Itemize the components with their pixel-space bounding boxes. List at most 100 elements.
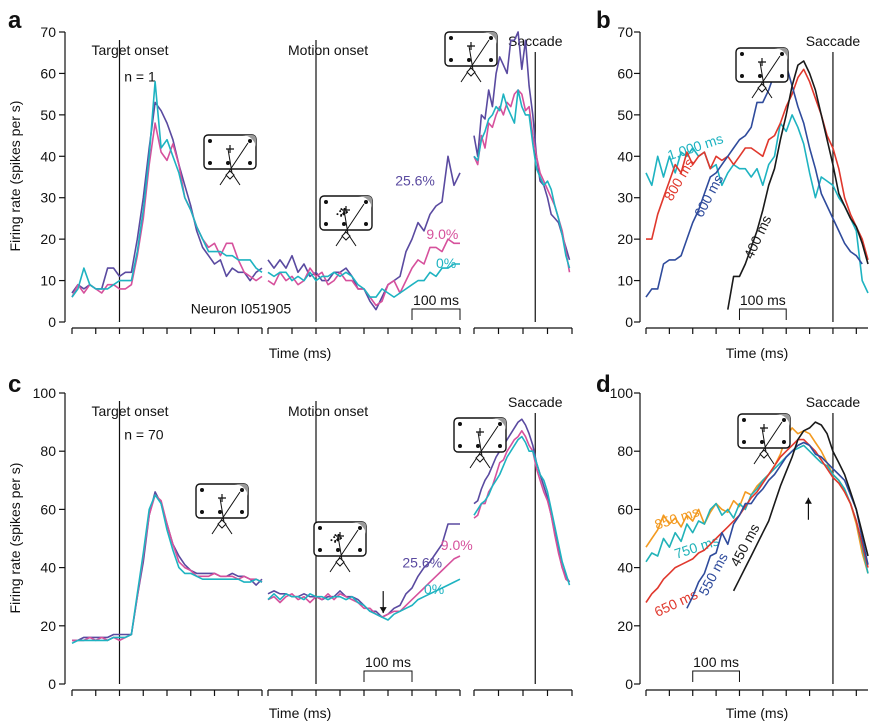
series-label: 0% (436, 255, 456, 271)
y-tick-label: 80 (40, 443, 56, 459)
event-label: Target onset (92, 403, 169, 419)
series-line (72, 494, 263, 642)
y-tick-label: 20 (40, 231, 56, 247)
event-label: Target onset (92, 42, 169, 58)
y-tick-label: 10 (40, 273, 56, 289)
series-line (71, 101, 263, 294)
series-line (473, 435, 571, 586)
motion-schematic-icon (319, 195, 373, 247)
y-tick-label: 70 (617, 24, 633, 40)
series-label: 850 ms (652, 503, 701, 532)
event-label: Saccade (806, 33, 861, 49)
y-tick-label: 0 (48, 676, 56, 692)
x-axis-label: Time (ms) (269, 705, 331, 721)
y-tick-label: 20 (617, 618, 633, 634)
panel-b: b 0 10 20 30 40 50 60 70 Time (ms) Saccade 100 ms 1,… (596, 7, 869, 361)
scale-bar (411, 308, 461, 320)
series-label: 25.6% (402, 555, 442, 571)
series-line (267, 578, 461, 621)
x-axis-label: Time (ms) (726, 345, 788, 361)
saccade-schematic-icon (453, 417, 507, 469)
series-line (473, 89, 571, 269)
series-label: 9.0% (441, 537, 473, 553)
saccade-schematic-icon (444, 31, 498, 83)
x-axis-label: Time (ms) (726, 705, 788, 721)
y-tick-label: 30 (40, 190, 56, 206)
series-line (645, 56, 863, 298)
series-line (645, 444, 869, 574)
series-line (71, 122, 263, 298)
motion-schematic-icon (313, 521, 367, 573)
y-tick-label: 20 (40, 618, 56, 634)
y-tick-label: 50 (40, 107, 56, 123)
scale-bar-label: 100 ms (740, 292, 786, 308)
y-tick-label: 30 (617, 190, 633, 206)
arrow (379, 591, 387, 614)
y-tick-label: 60 (40, 501, 56, 517)
series-label: 800 ms (660, 156, 697, 204)
panel-a: a 0 10 20 30 40 50 60 70 Firing rate (spikes per … (7, 7, 573, 361)
target-schematic-icon (203, 134, 257, 186)
y-axis-label: Firing rate (spikes per s) (7, 101, 23, 252)
series-label: 9.0% (426, 226, 458, 242)
series-label: 650 ms (652, 586, 700, 620)
y-tick-label: 60 (40, 65, 56, 81)
panel-label: a (8, 7, 22, 34)
y-tick-label: 80 (617, 443, 633, 459)
y-tick-label: 60 (617, 501, 633, 517)
scale-bar (738, 308, 787, 320)
series-label: 25.6% (395, 172, 435, 188)
scale-bar (363, 670, 413, 682)
y-tick-label: 10 (617, 273, 633, 289)
series-line (71, 80, 263, 298)
x-axis-label: Time (ms) (269, 345, 331, 361)
annotation: n = 1 (124, 69, 156, 85)
y-tick-label: 100 (33, 385, 57, 401)
target-schematic-icon (195, 483, 249, 535)
panel-d: d 0 20 40 60 80 100 Time (ms) Saccade 100 ms 850 m… (596, 371, 869, 721)
series-line (473, 31, 571, 261)
series-label: 600 ms (691, 172, 727, 220)
series-label: 400 ms (741, 213, 775, 261)
series-line (473, 430, 571, 583)
annotation: Neuron I051905 (191, 301, 292, 317)
event-label: Motion onset (288, 403, 368, 419)
y-tick-label: 40 (617, 560, 633, 576)
series-line (686, 441, 869, 609)
y-tick-label: 40 (40, 148, 56, 164)
y-tick-label: 20 (617, 231, 633, 247)
y-tick-label: 0 (625, 314, 633, 330)
event-label: Motion onset (288, 42, 368, 58)
panel-label: b (596, 7, 611, 34)
panel-label: c (8, 371, 21, 398)
y-tick-label: 70 (40, 24, 56, 40)
series-line (473, 89, 571, 273)
scale-bar (692, 670, 740, 682)
series-line (645, 114, 869, 294)
panel-c: c 0 20 40 60 80 100 Firing rate (spikes per s) T… (7, 371, 573, 721)
series-line (727, 60, 869, 310)
saccade-schematic-icon (735, 47, 789, 99)
panel-label: d (596, 371, 611, 398)
series-line (645, 438, 869, 603)
y-tick-label: 100 (610, 385, 634, 401)
scale-bar-label: 100 ms (693, 654, 739, 670)
series-line (267, 555, 461, 618)
y-tick-label: 0 (48, 314, 56, 330)
annotation: n = 70 (124, 427, 164, 443)
series-label: 550 ms (695, 550, 731, 598)
series-label: 0% (424, 581, 444, 597)
series-label: 1,000 ms (665, 130, 725, 163)
series-line (267, 263, 460, 298)
series-line (732, 421, 869, 592)
scale-bar-label: 100 ms (413, 292, 459, 308)
series-line (646, 68, 869, 261)
y-tick-label: 0 (625, 676, 633, 692)
arrow (804, 497, 812, 520)
event-label: Saccade (806, 394, 861, 410)
y-tick-label: 40 (40, 560, 56, 576)
event-label: Saccade (508, 394, 563, 410)
series-line (71, 494, 263, 645)
y-axis-label: Firing rate (spikes per s) (7, 463, 23, 614)
